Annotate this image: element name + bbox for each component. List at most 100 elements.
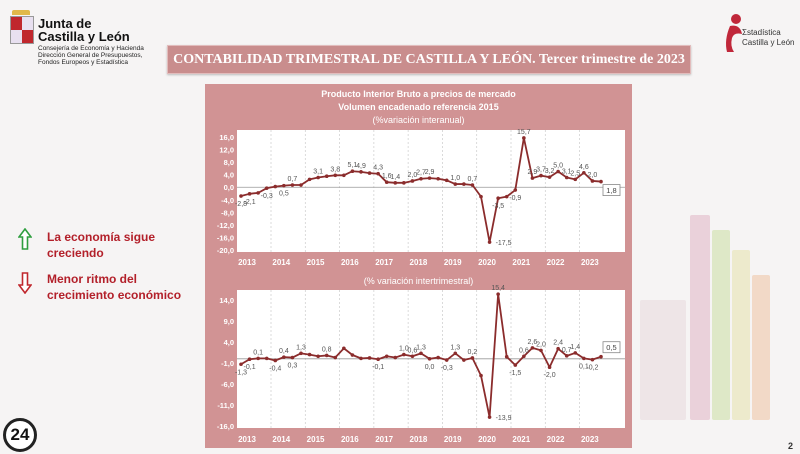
- data-point: [359, 356, 363, 361]
- chart-title: Producto Interior Bruto a precios de mer…: [321, 89, 516, 99]
- data-label: -2,0: [544, 372, 556, 379]
- data-label: 2,4: [553, 340, 563, 347]
- y-tick-label: -16,0: [217, 233, 234, 242]
- decorative-bar: [640, 300, 686, 420]
- data-point: [444, 358, 449, 362]
- decorative-bar: [752, 275, 770, 420]
- note-slower-growth: Menor ritmo del crecimiento económico: [47, 272, 182, 302]
- data-point: [273, 184, 278, 189]
- data-point: [556, 346, 560, 351]
- data-label: 4,9: [356, 163, 366, 170]
- y-tick-label: 16,0: [219, 133, 234, 142]
- data-point: [376, 357, 380, 362]
- data-point: [299, 183, 303, 187]
- data-point: [384, 180, 389, 184]
- data-label: 15,4: [491, 285, 505, 292]
- decorative-bar: [690, 215, 710, 420]
- data-point: [427, 357, 432, 361]
- data-point: [599, 354, 603, 359]
- data-point: [316, 175, 320, 180]
- data-point: [419, 351, 423, 356]
- junta-logo: Junta de Castilla y León Consejería de E…: [8, 8, 168, 66]
- data-label: 0,1: [579, 363, 589, 370]
- data-point: [522, 136, 526, 140]
- data-point: [436, 355, 440, 360]
- data-point: [530, 346, 535, 350]
- chart-panel: Producto Interior Bruto a precios de mer…: [205, 84, 632, 448]
- news-badge-logo: 24: [3, 418, 37, 452]
- chart2-ylabel: (% variación intertrimestral): [363, 276, 474, 286]
- data-point: [530, 176, 535, 180]
- data-label: 3,1: [313, 168, 323, 175]
- data-point: [573, 177, 578, 182]
- data-label: 15,7: [517, 129, 531, 136]
- data-label: -0,3: [441, 365, 453, 372]
- data-point: [513, 363, 518, 367]
- org-name-line1: Junta de: [38, 16, 92, 31]
- chart-subtitle: Volumen encadenado referencia 2015: [338, 102, 499, 112]
- data-label: 2,7: [416, 170, 426, 177]
- y-tick-label: 12,0: [219, 146, 234, 155]
- data-point: [324, 353, 329, 358]
- data-point: [307, 177, 312, 182]
- data-point: [299, 351, 303, 356]
- data-label: 1,0: [450, 175, 460, 182]
- y-tick-label: 9,0: [224, 317, 234, 326]
- x-tick-label: 2017: [375, 258, 393, 267]
- data-point: [496, 196, 500, 201]
- data-label: -0,1: [372, 364, 384, 371]
- data-point: [479, 373, 483, 378]
- stat-logo-line2: Castilla y León: [742, 38, 795, 47]
- data-point: [539, 173, 543, 178]
- data-label: 1,4: [390, 174, 400, 181]
- data-point: [599, 179, 603, 184]
- data-point: [256, 191, 260, 195]
- data-label: 0,7: [468, 176, 478, 183]
- data-label: 1,0: [399, 346, 409, 353]
- y-tick-label: -11,0: [217, 401, 234, 410]
- data-point: [427, 176, 432, 180]
- data-point: [333, 355, 338, 360]
- data-point: [590, 179, 595, 183]
- data-label: 2,0: [588, 172, 598, 179]
- data-label: 0,7: [288, 176, 298, 183]
- data-point: [316, 354, 320, 359]
- data-point: [393, 355, 398, 360]
- data-point: [402, 181, 406, 185]
- y-tick-label: -1,0: [221, 359, 234, 368]
- decorative-bar: [712, 230, 730, 420]
- data-label-last: 1,8: [606, 186, 616, 195]
- y-tick-label: -4,0: [221, 196, 234, 205]
- x-tick-label: 2014: [272, 435, 290, 444]
- data-point: [410, 354, 415, 359]
- data-point: [487, 415, 492, 419]
- x-tick-label: 2016: [341, 258, 359, 267]
- data-label: 1,4: [570, 344, 580, 351]
- data-point: [582, 356, 586, 361]
- data-point: [282, 183, 286, 188]
- data-point: [470, 183, 475, 187]
- data-point: [282, 355, 286, 359]
- decorative-bar: [732, 250, 750, 420]
- x-tick-label: 2020: [478, 435, 496, 444]
- data-label: 0,8: [322, 346, 332, 353]
- data-label: 1,3: [450, 344, 460, 351]
- data-label: 2,9: [528, 169, 538, 176]
- data-label-last: 0,5: [606, 343, 616, 352]
- data-point: [453, 182, 458, 186]
- data-point: [479, 194, 483, 199]
- y-tick-label: 4,0: [224, 338, 234, 347]
- data-label: 0,5: [279, 191, 289, 198]
- data-label: -0,2: [586, 365, 598, 372]
- data-label: 2,9: [425, 169, 435, 176]
- data-point: [342, 173, 346, 178]
- data-point: [513, 188, 518, 192]
- stat-logo-line1: Σstadística: [742, 28, 781, 37]
- data-point: [273, 358, 278, 363]
- data-point: [522, 354, 526, 359]
- x-tick-label: 2016: [341, 435, 359, 444]
- data-point: [470, 356, 475, 360]
- note-economy-growing: La economía sigue creciendo: [47, 230, 156, 260]
- data-point: [367, 171, 372, 175]
- data-point: [444, 178, 449, 183]
